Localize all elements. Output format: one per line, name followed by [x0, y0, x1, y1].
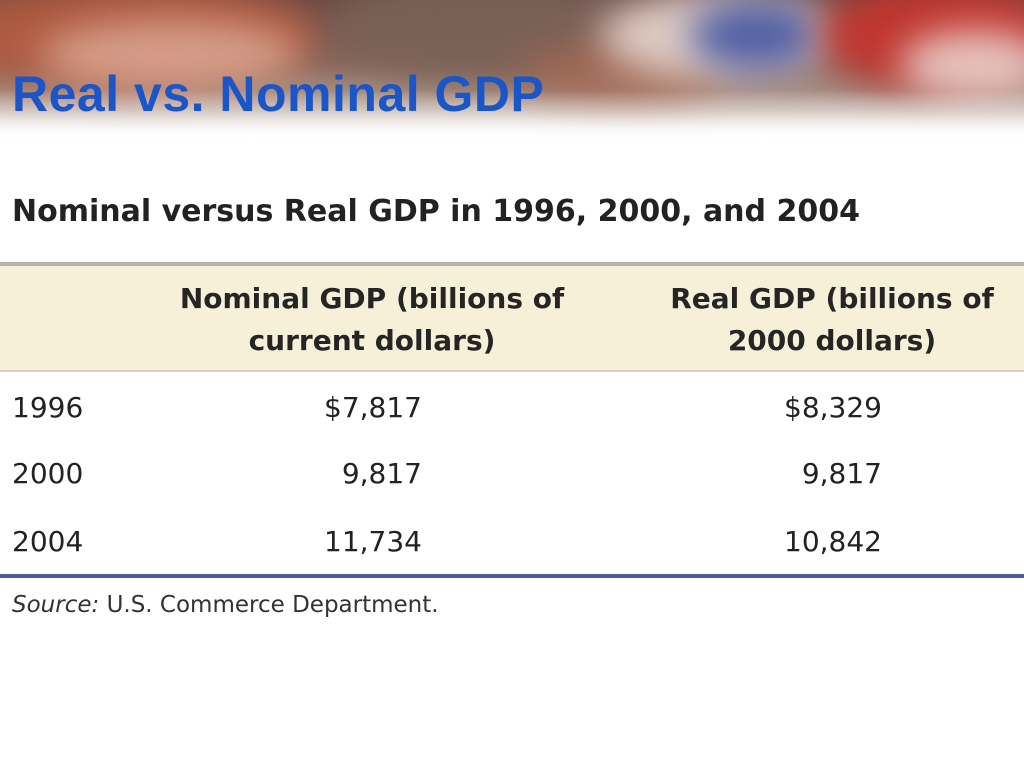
cell-year: 2004 [12, 525, 84, 558]
cell-nominal-gdp: $7,817 [324, 391, 422, 424]
cell-real-gdp: 9,817 [801, 457, 882, 490]
header-real-gdp: Real GDP (billions of 2000 dollars) [650, 278, 1014, 362]
header-nominal-line1: Nominal GDP (billions of [179, 282, 565, 315]
cell-real-gdp: 10,842 [784, 525, 882, 558]
header-real-line2: 2000 dollars) [727, 324, 937, 357]
table-header-row: Nominal GDP (billions of current dollars… [0, 266, 1024, 370]
slide-title: Real vs. Nominal GDP [12, 66, 545, 122]
cell-nominal-gdp: 11,734 [324, 525, 422, 558]
cell-year: 2000 [12, 457, 84, 490]
header-nominal-line2: current dollars) [248, 324, 496, 357]
source-note: Source: U.S. Commerce Department. [12, 588, 439, 622]
table-title: Nominal versus Real GDP in 1996, 2000, a… [12, 194, 860, 229]
cell-year: 1996 [12, 391, 84, 424]
table-top-rule [0, 262, 1024, 266]
header-banner-image [0, 0, 1024, 140]
cell-nominal-gdp: 9,817 [341, 457, 422, 490]
table-row-2004: 2004 11,734 10,842 [0, 508, 1024, 576]
table-header-rule [0, 370, 1024, 372]
source-text: U.S. Commerce Department. [106, 592, 439, 618]
table-bottom-rule [0, 574, 1024, 578]
header-nominal-gdp: Nominal GDP (billions of current dollars… [160, 278, 584, 362]
cell-real-gdp: $8,329 [784, 391, 882, 424]
source-label: Source: [12, 592, 100, 618]
header-real-line1: Real GDP (billions of [670, 282, 994, 315]
table-row-2000: 2000 9,817 9,817 [0, 440, 1024, 508]
table-row-1996: 1996 $7,817 $8,329 [0, 374, 1024, 442]
